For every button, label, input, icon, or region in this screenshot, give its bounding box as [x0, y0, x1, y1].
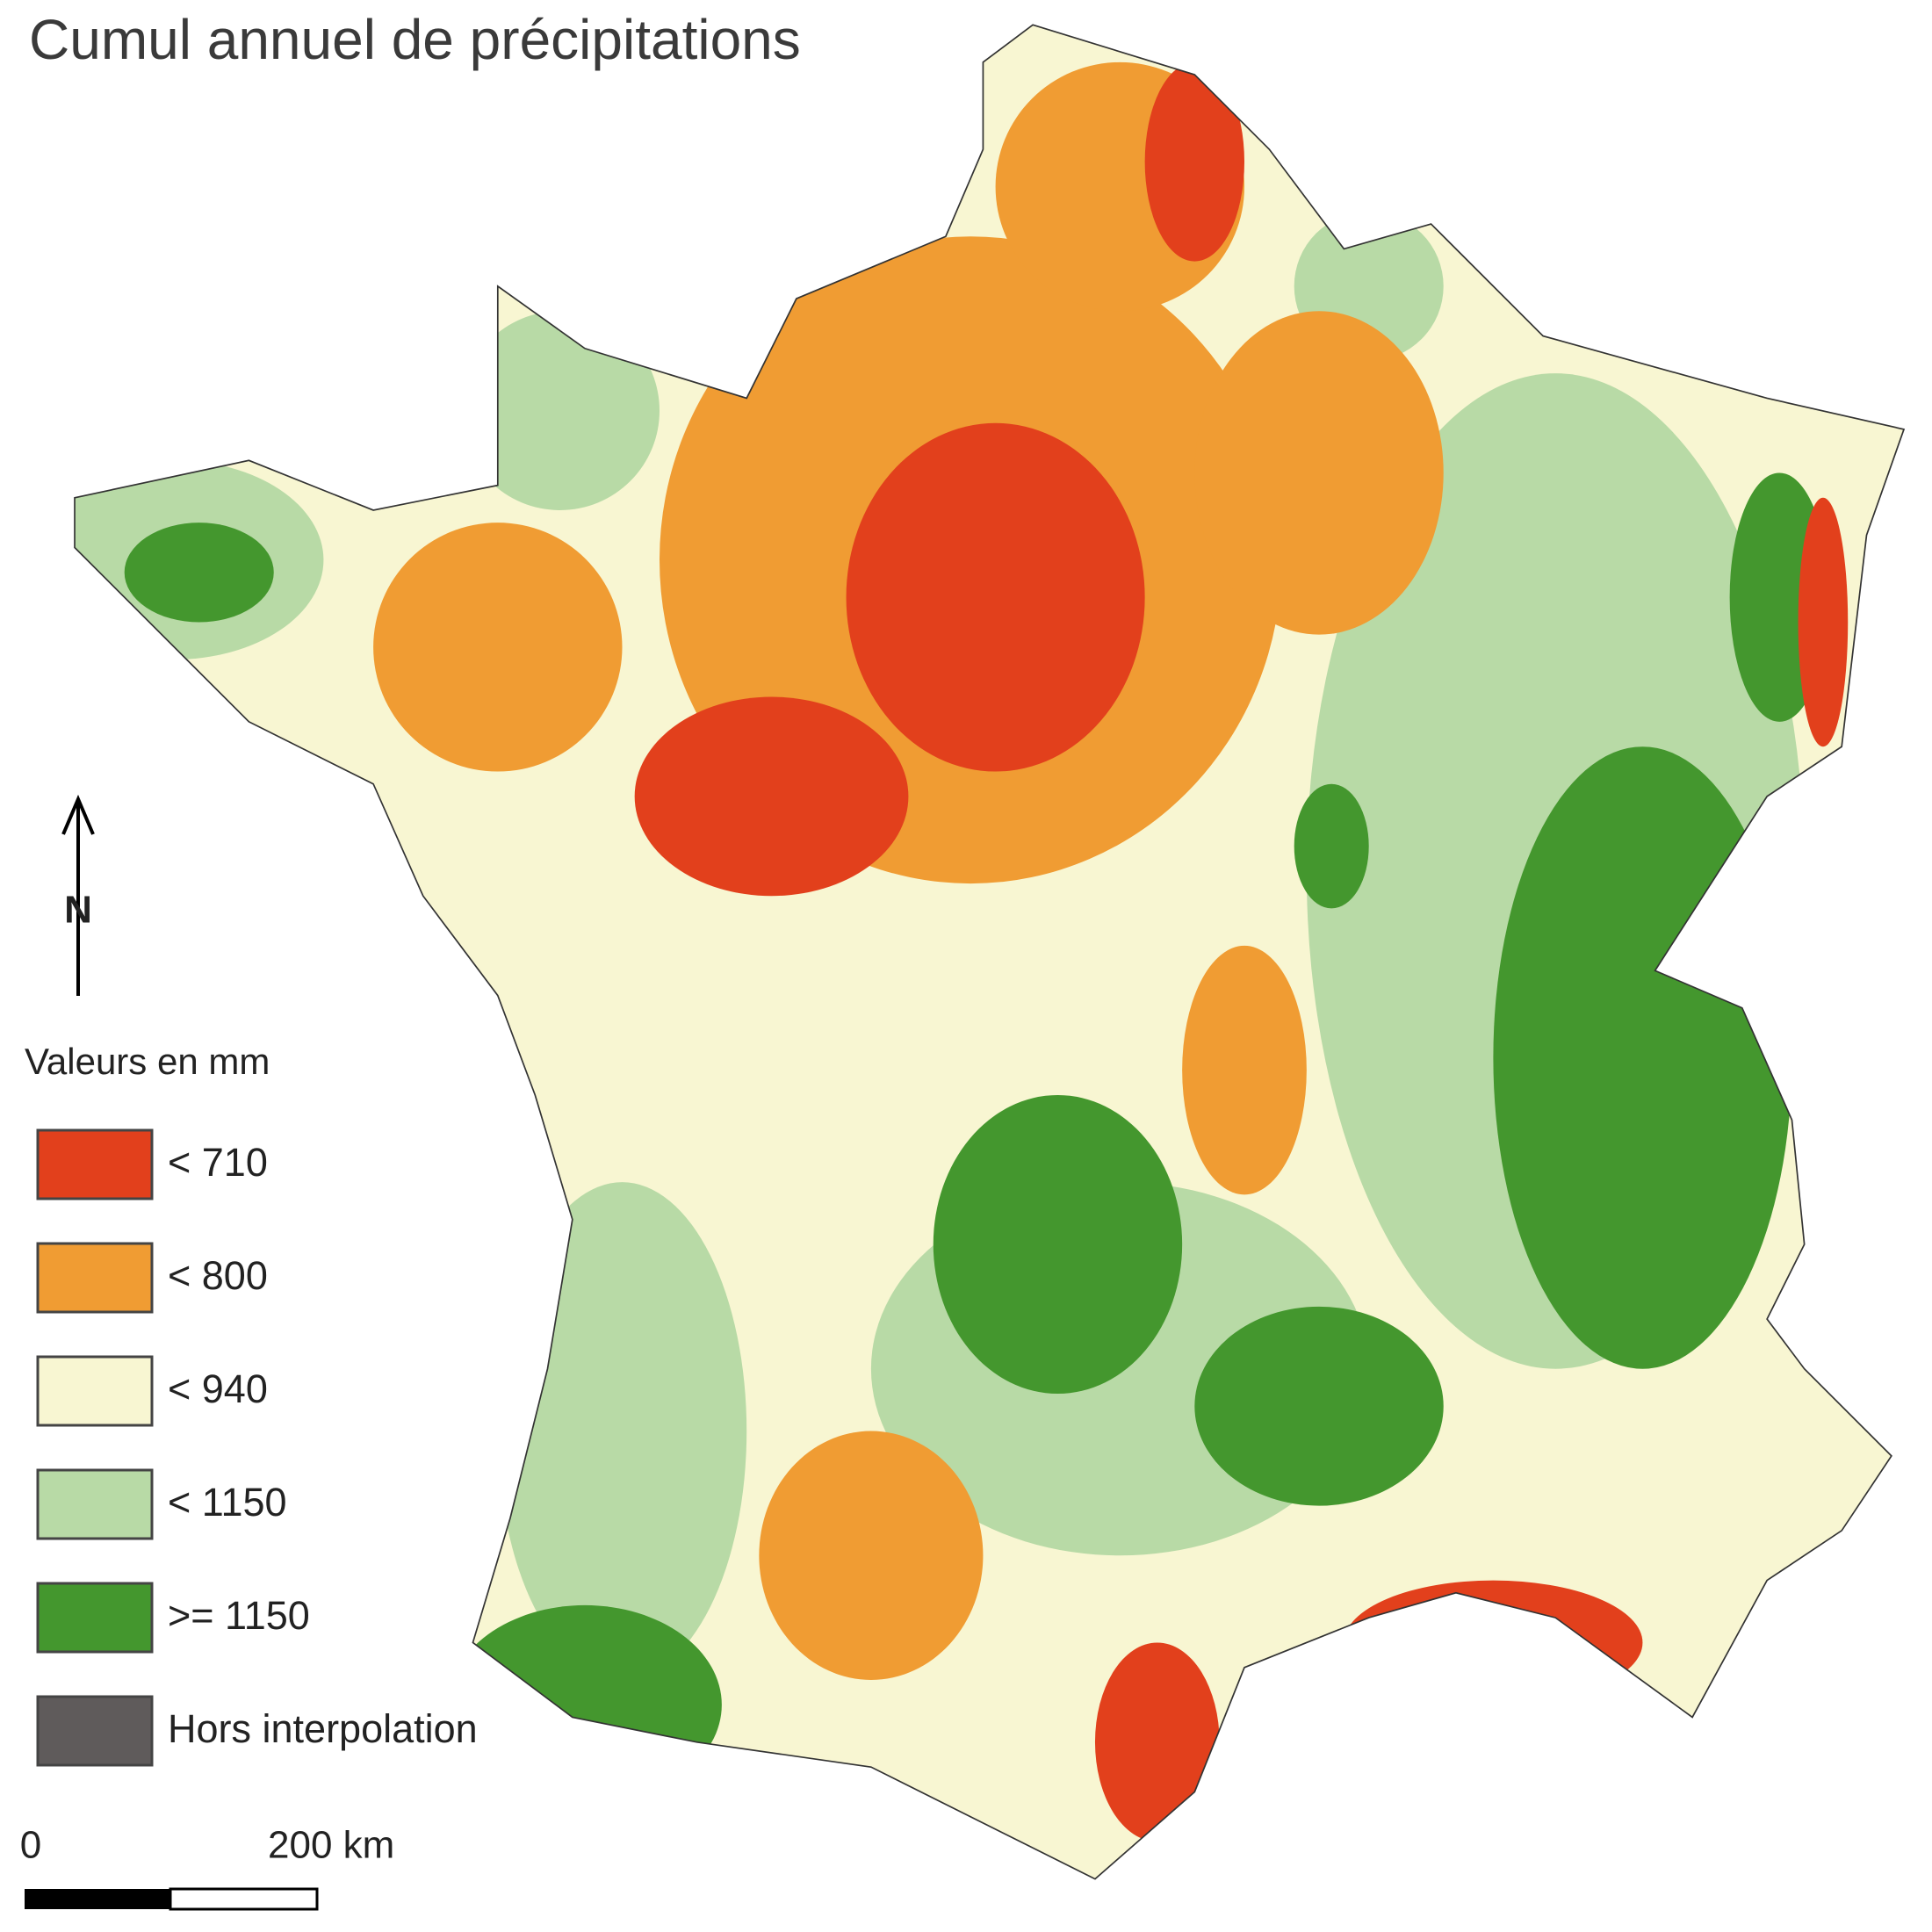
north-arrow-head	[61, 794, 95, 835]
legend-label: Hors interpolation	[168, 1706, 478, 1751]
zone	[634, 696, 909, 897]
zone	[1182, 945, 1307, 1195]
legend-label: < 1150	[168, 1480, 287, 1525]
zone	[448, 1604, 722, 1805]
legend-label: < 940	[168, 1366, 268, 1411]
legend-swatch	[36, 1582, 154, 1654]
zone	[124, 523, 274, 623]
zone	[846, 422, 1145, 772]
legend-label: < 800	[168, 1253, 268, 1298]
scale-start-label: 0	[20, 1824, 41, 1867]
north-label: N	[64, 889, 92, 932]
map-title: Cumul annuel de précipitations	[29, 8, 801, 71]
zone	[1144, 61, 1244, 262]
legend-swatch	[36, 1355, 154, 1427]
legend-label: < 710	[168, 1140, 268, 1185]
zone	[1194, 1306, 1444, 1506]
north-arrow: N	[61, 794, 95, 996]
scale-segment	[25, 1889, 170, 1909]
zone	[497, 1182, 747, 1680]
zone	[1294, 783, 1369, 909]
legend-label: >= 1150	[168, 1593, 310, 1638]
legend-swatch	[36, 1128, 154, 1200]
zone	[1798, 497, 1849, 747]
legend: < 710 < 800 < 940 < 1150 >= 1150 Hors interpo…	[36, 1128, 478, 1767]
zone	[1094, 1642, 1220, 1842]
zone	[460, 311, 660, 510]
legend-swatch	[36, 1695, 154, 1767]
scale-segment	[169, 1887, 319, 1911]
zone	[1493, 746, 1792, 1369]
legend-title: Valeurs en mm	[25, 1041, 270, 1082]
country-border	[74, 24, 1906, 1880]
zone	[373, 523, 623, 772]
zone	[1194, 311, 1444, 635]
legend-swatch	[36, 1242, 154, 1314]
zone	[759, 1431, 984, 1680]
legend-swatch	[36, 1468, 154, 1540]
scale-end-label: 200 km	[268, 1824, 394, 1867]
zone	[933, 1094, 1183, 1395]
zone	[1344, 1580, 1643, 1705]
scale-bar: 0 200 km	[20, 1824, 394, 1911]
